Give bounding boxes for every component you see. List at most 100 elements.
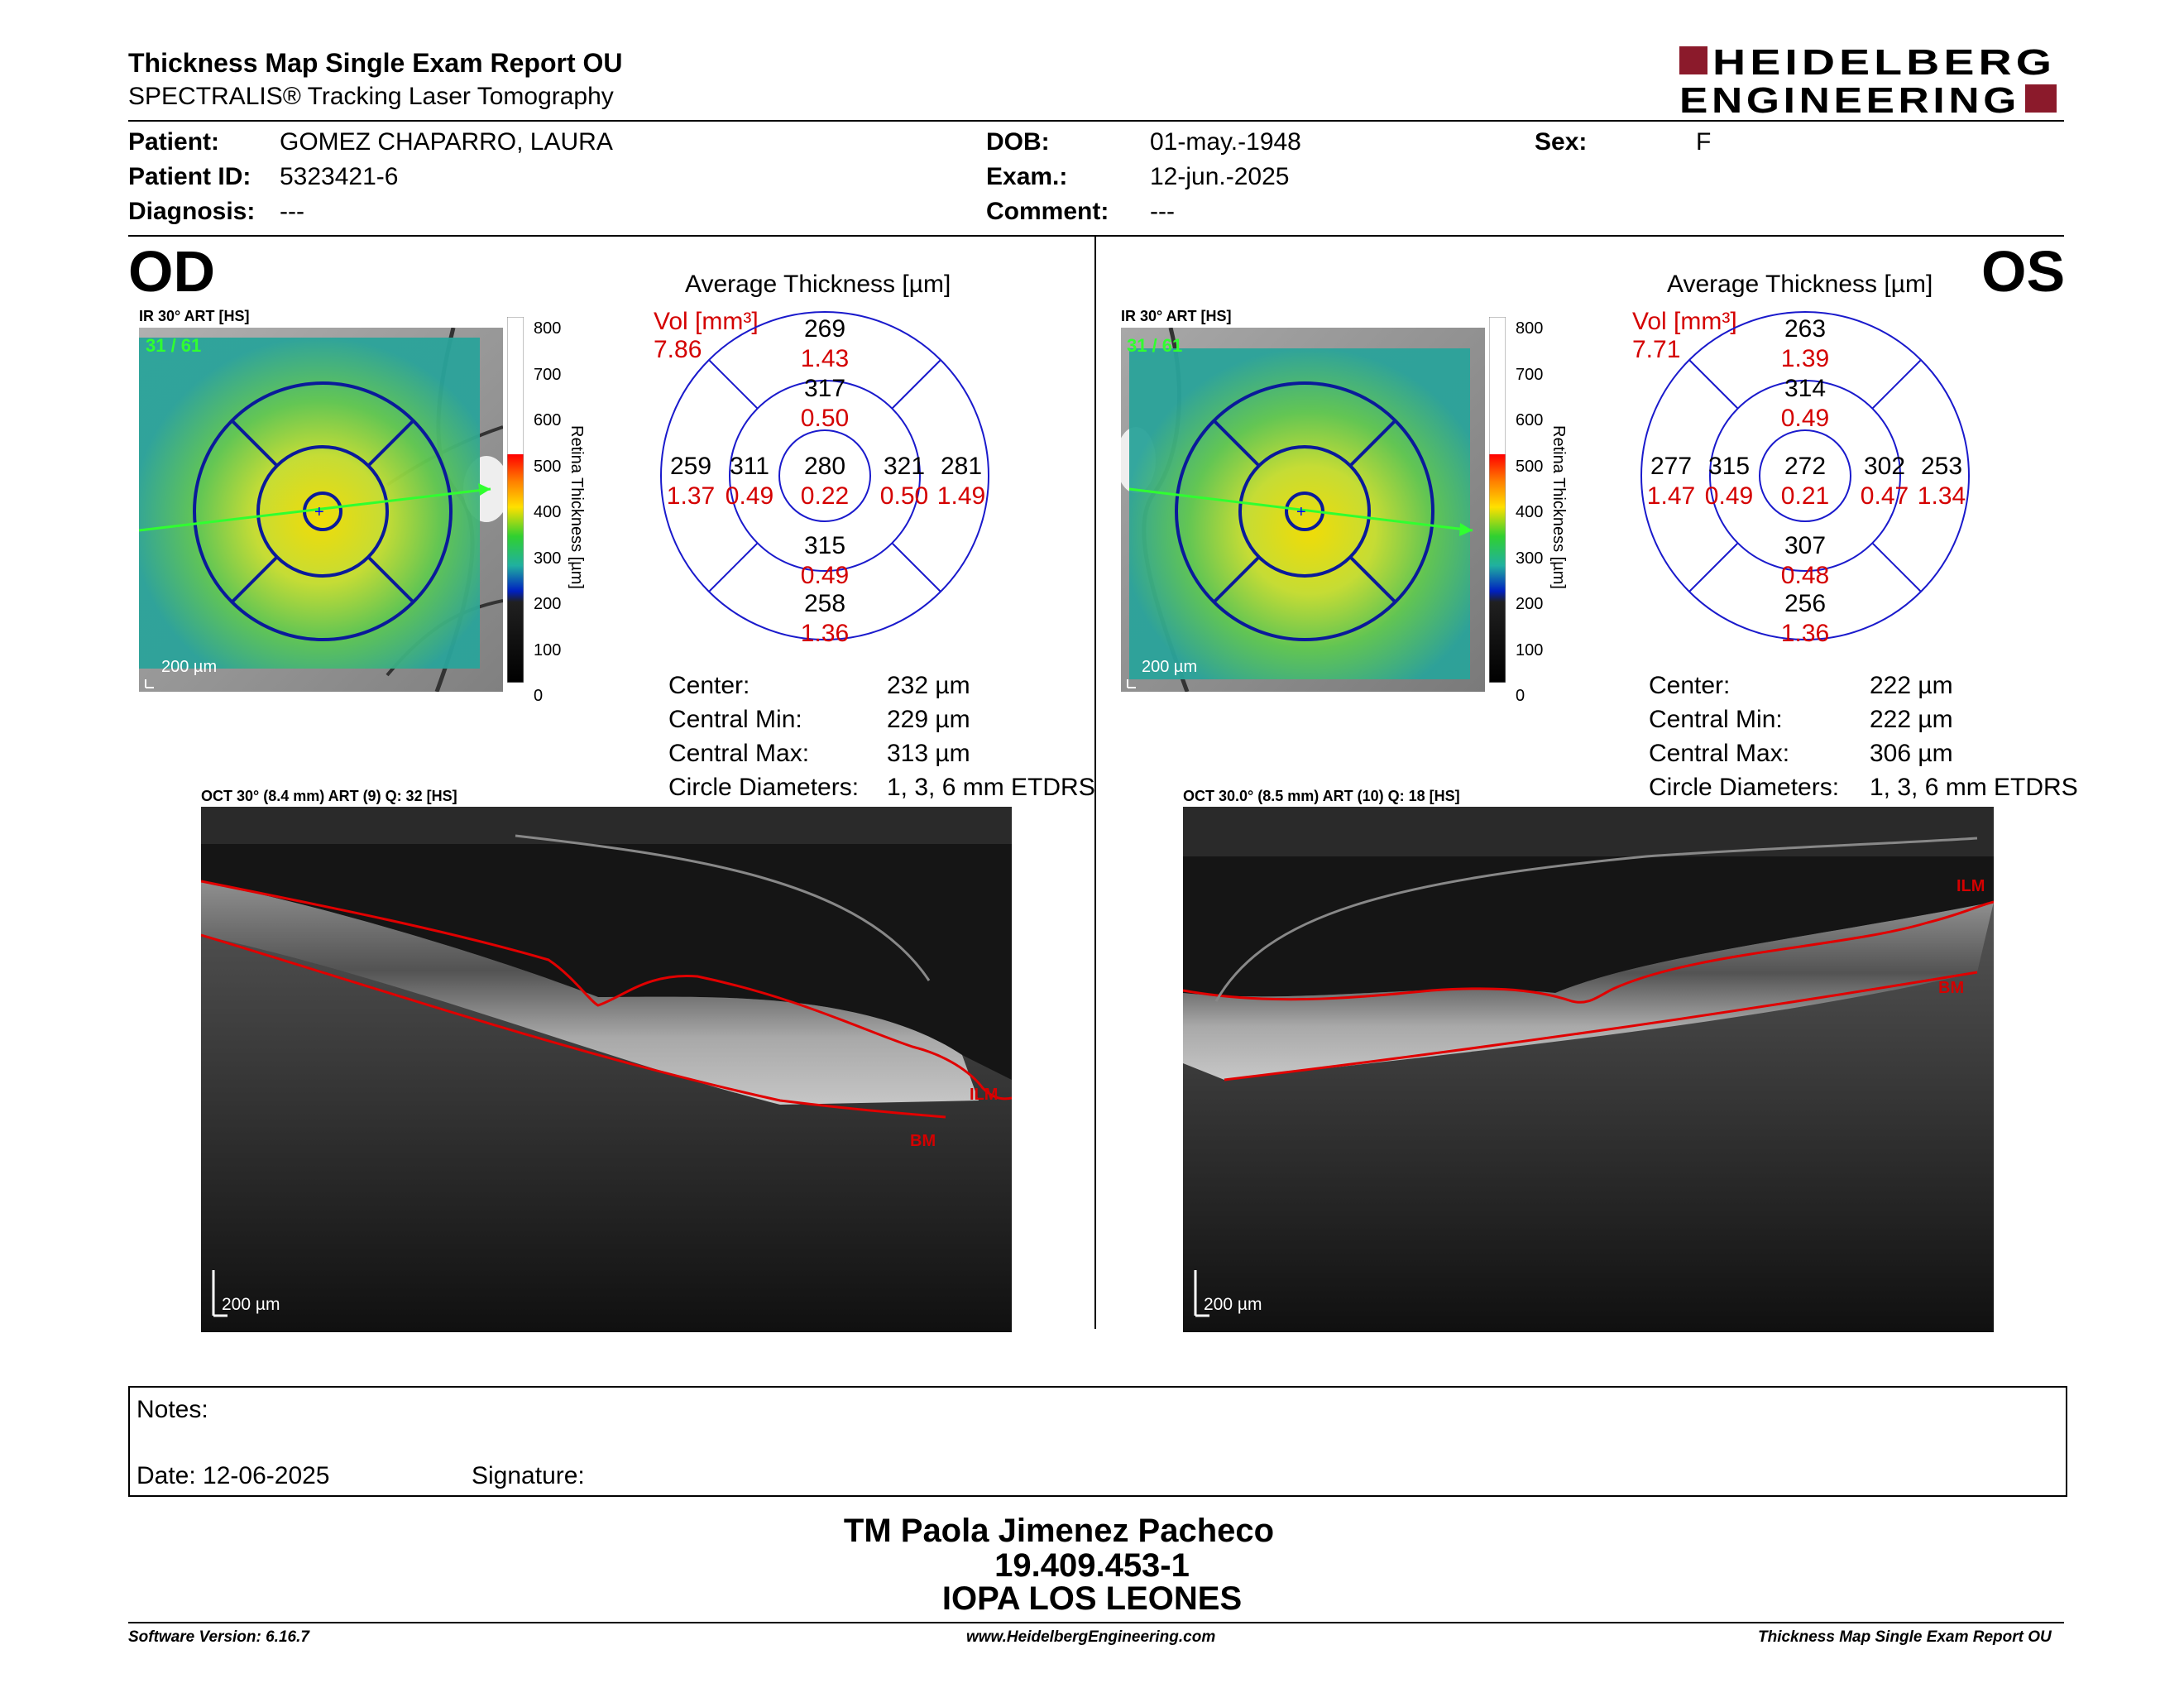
colorbar-tick: 700 [534,365,562,384]
os-max-label: Central Max: [1649,740,1790,767]
os-diam-label: Circle Diameters: [1649,774,1840,801]
diagnosis-label: Diagnosis: [128,198,256,225]
od-ilm-label: ILM [970,1086,999,1104]
od-stats-labels: Center: Central Min: Central Max: Circle… [668,669,859,804]
exam-label: Exam.: [986,163,1068,190]
patient-id-label: Patient ID: [128,163,251,190]
od-max-value: 313 µm [887,740,970,767]
colorbar-tick: 100 [1516,640,1544,659]
os-oct-bscan [1182,807,1995,1332]
os-ir-header: IR 30° ART [HS] [1121,308,1232,324]
svg-text:ENGINEERING: ENGINEERING [1679,80,2020,121]
os-stats-labels: Center: Central Min: Central Max: Circle… [1649,669,1839,804]
os-sup-outer: 263 1.39 [1764,314,1846,374]
signatory-institution: IOPA LOS LEONES [941,1580,1243,1617]
volume: 0.47 [1860,482,1909,510]
volume: 1.36 [800,620,850,647]
od-nasal-inner: 321 0.50 [871,452,937,511]
colorbar-tick: 0 [1516,687,1525,705]
od-center-value: 232 µm [887,672,970,699]
os-colorbar-ticks: 800 700 600 500 400 300 200 100 0 [1516,306,1543,720]
os-ir-scale: 200 µm [1142,658,1198,676]
os-max-value: 306 µm [1870,740,1953,767]
colorbar-tick: 300 [534,549,562,568]
od-colorbar [506,316,524,683]
value: 263 [1784,315,1827,343]
notes-box[interactable]: Notes: Date: 12-06-2025 Signature: [128,1386,2067,1497]
od-stats-values: 232 µm 229 µm 313 µm 1, 3, 6 mm ETDRS [887,669,1095,804]
od-etdrs-grid [659,310,990,641]
volume: 0.49 [1704,482,1754,510]
value: 258 [803,590,846,617]
volume: 0.49 [1780,405,1830,432]
patient-name: GOMEZ CHAPARRO, LAURA [280,128,613,156]
od-colorbar-ticks: 800 700 600 500 400 300 200 100 0 [534,306,561,720]
value: 314 [1784,375,1827,402]
od-inf-outer: 258 1.36 [783,589,866,649]
od-oct-bscan [200,807,1013,1332]
od-inf-inner: 315 0.49 [783,531,866,591]
comment-label: Comment: [986,198,1109,225]
colorbar-tick: 700 [1516,365,1544,384]
value: 281 [940,453,983,480]
volume: 0.21 [1780,482,1830,510]
os-ir-counter: 31 / 61 [1127,335,1183,356]
od-ir-thickness-map: + [138,327,510,693]
od-colorbar-label: Retina Thickness [µm] [568,425,586,589]
value: 256 [1784,590,1827,617]
od-max-label: Central Max: [668,740,810,767]
colorbar-tick: 400 [1516,503,1544,521]
volume: 0.50 [879,482,929,510]
od-ir-counter: 31 / 61 [146,335,202,356]
sex-value: F [1696,128,1712,156]
colorbar-tick: 500 [1516,457,1544,476]
od-diam-value: 1, 3, 6 mm ETDRS [887,774,1095,801]
od-oct-scale: 200 µm [222,1295,280,1314]
diagnosis-value: --- [280,198,304,225]
volume: 0.50 [800,405,850,432]
od-oct-header: OCT 30° (8.4 mm) ART (9) Q: 32 [HS] [201,788,457,804]
os-inf-inner: 307 0.48 [1764,531,1846,591]
od-min-label: Central Min: [668,706,802,733]
os-diam-value: 1, 3, 6 mm ETDRS [1870,774,2078,801]
value: 315 [803,532,846,559]
footer-software: Software Version: 6.16.7 [128,1628,309,1646]
volume: 1.37 [666,482,716,510]
dob-value: 01-may.-1948 [1150,128,1301,156]
os-nasal-inner: 302 0.47 [1851,452,1918,511]
os-center-value: 222 µm [1870,672,1953,699]
od-diam-label: Circle Diameters: [668,774,860,801]
colorbar-tick: 0 [534,687,544,705]
od-center-label: Center: [668,672,750,699]
od-avg-title: Average Thickness [µm] [685,271,951,298]
signatory-rut: 19.409.453-1 [994,1547,1190,1584]
os-min-value: 222 µm [1870,706,1953,733]
colorbar-tick: 400 [534,503,562,521]
value: 272 [1784,453,1827,480]
os-sup-inner: 314 0.49 [1764,374,1846,434]
volume: 1.34 [1917,482,1966,510]
value: 307 [1784,532,1827,559]
footer-website[interactable]: www.HeidelbergEngineering.com [966,1628,1216,1646]
os-vol-block: Vol [mm³] 7.71 [1632,308,1737,364]
os-colorbar [1488,316,1506,683]
os-inf-outer: 256 1.36 [1764,589,1846,649]
signatory-name: TM Paola Jimenez Pacheco [843,1513,1275,1549]
os-temp-outer: 277 1.47 [1638,452,1704,511]
value: 321 [883,453,926,480]
patient-label: Patient: [128,128,220,156]
center-divider [1094,237,1096,1329]
os-ilm-label: ILM [1956,877,1985,895]
volume: 1.49 [936,482,986,510]
od-nasal-outer: 281 1.49 [928,452,994,511]
od-sup-outer: 269 1.43 [783,314,866,374]
volume: 1.39 [1780,345,1830,372]
volume: 1.43 [800,345,850,372]
od-sup-inner: 317 0.50 [783,374,866,434]
colorbar-tick: 500 [534,457,562,476]
value: 269 [803,315,846,343]
od-ir-header: IR 30° ART [HS] [139,308,250,324]
os-eye-label: OS [1981,239,2066,304]
colorbar-tick: 600 [1516,411,1544,429]
colorbar-tick: 600 [534,411,562,429]
